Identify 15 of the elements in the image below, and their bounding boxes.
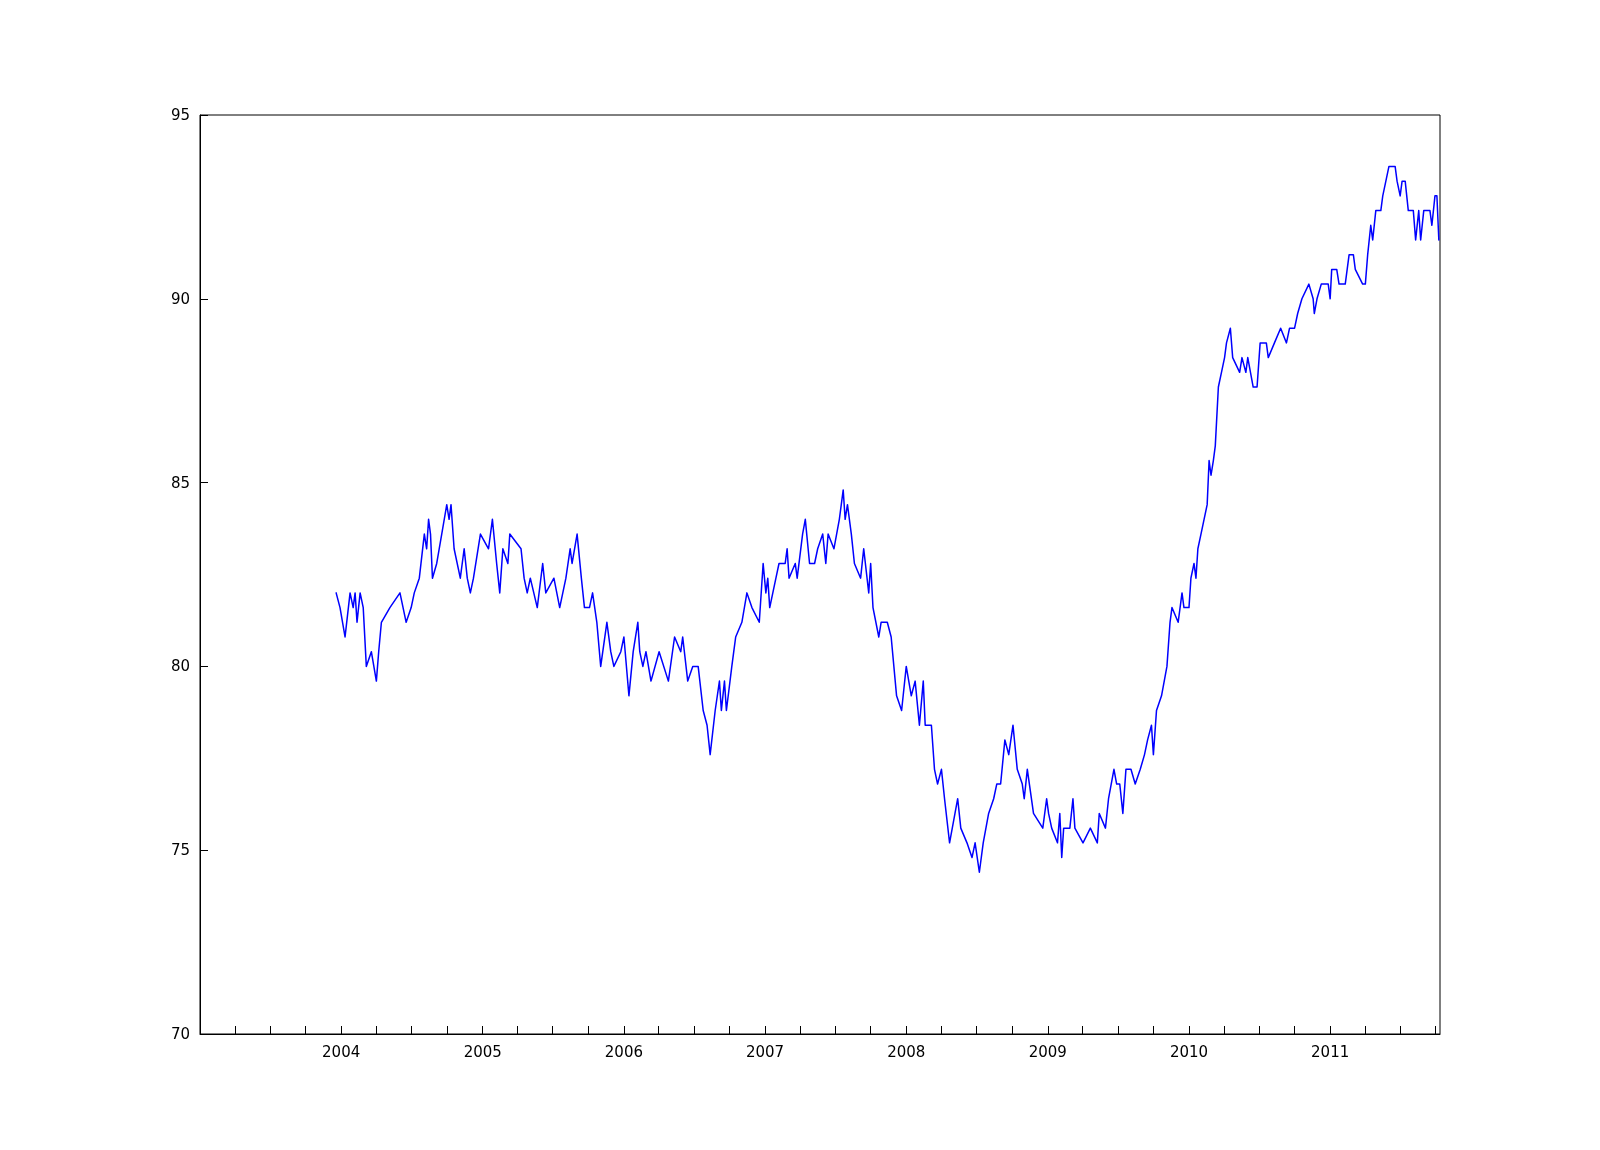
x-tick-label: 2010 xyxy=(1169,1042,1209,1061)
y-tick-label: 90 xyxy=(170,289,190,308)
y-tick-label: 85 xyxy=(170,473,190,492)
x-tick-label: 2005 xyxy=(463,1042,502,1061)
y-tick-label: 95 xyxy=(170,106,190,124)
x-tick-label: 2011 xyxy=(1311,1042,1350,1061)
line-series xyxy=(335,165,1440,874)
y-tick-label: 75 xyxy=(170,841,190,860)
x-tick-label: 2006 xyxy=(604,1042,643,1061)
y-tick-label: 70 xyxy=(170,1025,190,1043)
x-tick-label: 2004 xyxy=(322,1042,361,1061)
x-tick-label: 2007 xyxy=(745,1042,785,1061)
y-tick-label: 80 xyxy=(170,657,190,676)
x-tick-label: 2009 xyxy=(1028,1042,1067,1061)
x-tick-label: 2008 xyxy=(887,1042,926,1061)
